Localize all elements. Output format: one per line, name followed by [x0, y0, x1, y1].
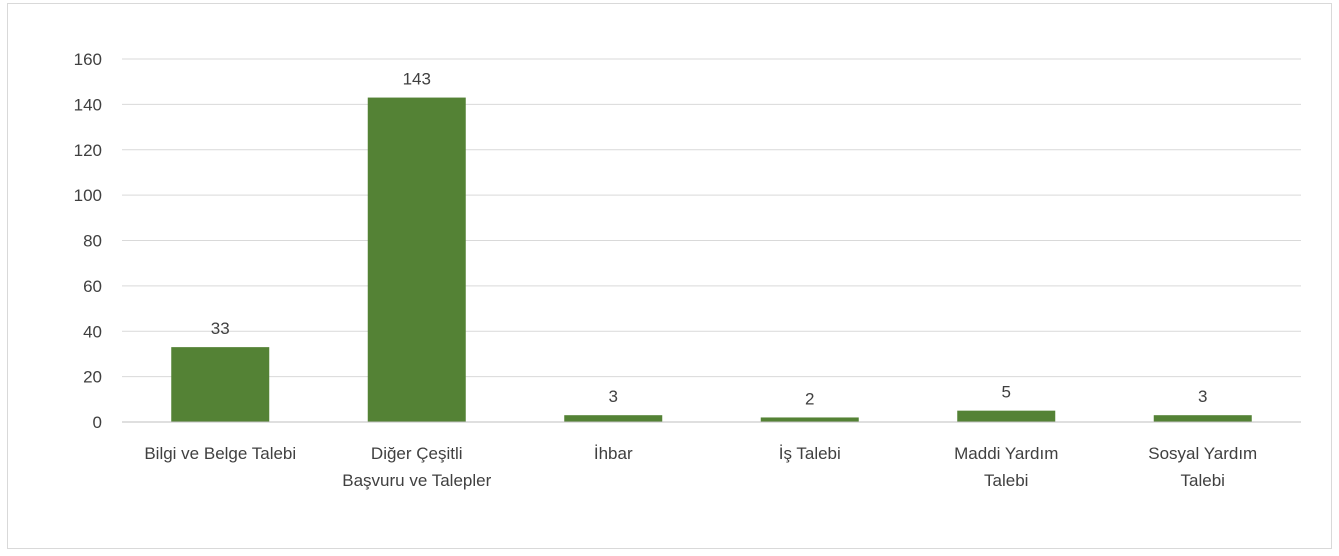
bar: [1153, 415, 1252, 422]
x-tick-label: Talebi: [1181, 471, 1225, 490]
x-tick-label: İhbar: [594, 444, 633, 463]
y-tick-label: 20: [83, 368, 102, 387]
y-tick-label: 0: [93, 413, 102, 432]
y-tick-label: 160: [74, 50, 102, 69]
gridlines: [122, 58, 1301, 378]
bar: [760, 417, 859, 422]
data-label: 3: [609, 387, 618, 406]
x-tick-label: Diğer Çeşitli: [371, 444, 463, 463]
bar: [957, 410, 1056, 422]
x-tick-label: Bilgi ve Belge Talebi: [144, 444, 296, 463]
x-tick-label: Başvuru ve Talepler: [342, 471, 491, 490]
bar: [367, 97, 466, 422]
chart-frame: [7, 3, 1332, 549]
x-tick-label: Talebi: [984, 471, 1028, 490]
x-tick-label: Maddi Yardım: [954, 444, 1058, 463]
y-tick-label: 80: [83, 232, 102, 251]
x-tick-label: İş Talebi: [779, 444, 841, 463]
y-tick-label: 100: [74, 186, 102, 205]
y-tick-label: 120: [74, 141, 102, 160]
x-axis-tick-labels: Bilgi ve Belge Talebi Diğer Çeşitli Başvur…: [144, 444, 1257, 490]
data-labels: 33 143 3 2 5 3: [211, 70, 1208, 409]
y-tick-label: 60: [83, 277, 102, 296]
data-label: 5: [1002, 383, 1011, 402]
data-label: 143: [403, 70, 431, 89]
data-label: 2: [805, 389, 814, 408]
bar: [171, 347, 270, 422]
x-tick-label: Sosyal Yardım: [1148, 444, 1257, 463]
y-tick-label: 40: [83, 322, 102, 341]
bars: [171, 97, 1252, 422]
y-tick-label: 140: [74, 95, 102, 114]
data-label: 3: [1198, 387, 1207, 406]
bar: [564, 415, 663, 422]
y-axis-tick-labels: 0 20 40 60 80 100 120 140 160: [74, 50, 102, 432]
data-label: 33: [211, 319, 230, 338]
